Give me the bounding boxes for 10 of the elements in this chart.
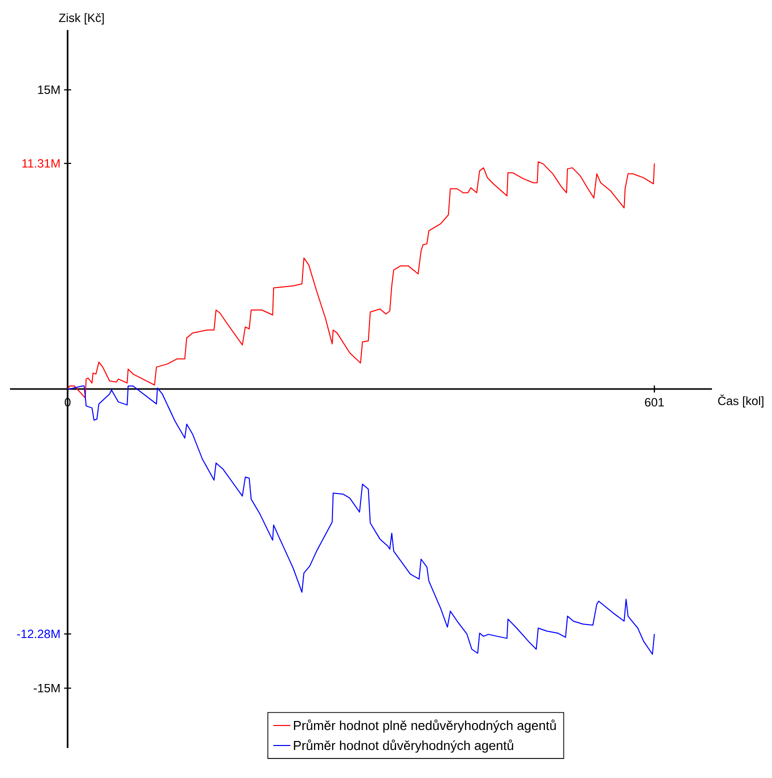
y-tick-label: -15M — [34, 684, 60, 692]
y-tick-label: 11.31M — [22, 159, 60, 168]
x-axis-title: Čas [kol] — [718, 394, 764, 408]
legend-label: Průměr hodnot plně nedůvěryhodných agentů — [294, 719, 556, 733]
y-tick-label: 15M — [38, 86, 60, 94]
legend-label: Průměr hodnot důvěryhodných agentů — [294, 739, 514, 753]
y-tick-label: -12.28M — [17, 630, 60, 638]
line-series — [67, 161, 655, 398]
x-tick-label: 601 — [644, 398, 664, 407]
y-axis-title: Zisk [Kč] — [58, 13, 104, 24]
